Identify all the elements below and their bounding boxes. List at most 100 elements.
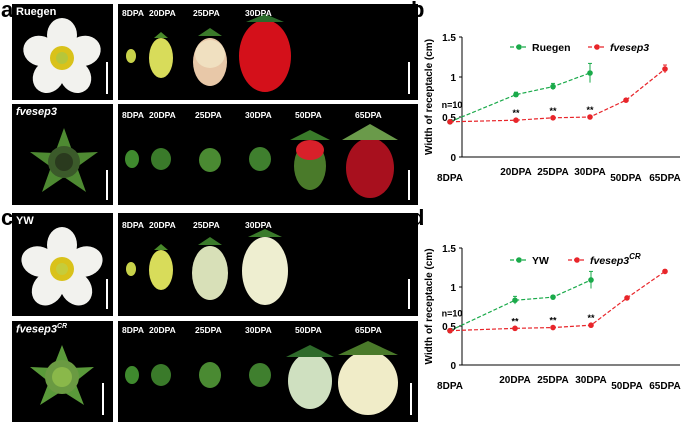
x-tick-label: 65DPA — [649, 381, 681, 392]
stage-label: 20DPA — [149, 110, 176, 120]
y-tick-label: 1.5 — [442, 244, 456, 255]
stage-label: 65DPA — [355, 110, 382, 120]
data-point — [447, 119, 453, 125]
stage-label: 20DPA — [149, 325, 176, 335]
scale-bar — [106, 279, 108, 309]
y-tick-label: 0.5 — [442, 113, 456, 124]
x-tick-label: 20DPA — [500, 167, 532, 178]
data-point — [447, 327, 453, 334]
fvesep3-cr-fruit-series-photo: 8DPA 20DPA 25DPA 30DPA 50DPA 65DPA — [118, 321, 418, 422]
data-point — [550, 115, 556, 121]
data-point — [513, 117, 519, 123]
stage-label: 25DPA — [193, 220, 220, 230]
legend-marker — [594, 44, 600, 50]
y-tick-label: 1 — [450, 73, 456, 84]
data-point — [513, 91, 519, 98]
scale-bar — [102, 383, 104, 415]
series-line — [449, 68, 666, 123]
legend-marker — [516, 44, 522, 50]
ruegen-fruit-series-photo: 8DPA 20DPA 25DPA 30DPA — [118, 4, 418, 100]
x-tick-label: 8DPA — [437, 173, 463, 184]
green-flower-image — [30, 345, 94, 405]
ruegen-label: Ruegen — [16, 6, 57, 18]
scale-bar — [106, 62, 108, 94]
data-point — [512, 297, 518, 304]
chart-b-svg: Width of receptacle (cm) 0 0.5 1 1.5 8DPA 20DP… — [424, 33, 681, 184]
legend-label: fvesep3 — [610, 42, 649, 54]
yw-fruit-series-photo: 8DPA 20DPA 25DPA 30DPA — [118, 213, 418, 316]
stage-label: 25DPA — [193, 8, 220, 18]
legend-label: fvesep3CR — [590, 252, 641, 267]
significance-mark: ** — [586, 105, 594, 115]
data-point — [512, 325, 518, 332]
yw-flower-photo: YW — [12, 213, 113, 316]
legend-label: YW — [532, 255, 549, 267]
series-line — [449, 270, 666, 332]
stage-label: 8DPA — [122, 325, 145, 335]
stage-label: 20DPA — [149, 8, 176, 18]
data-point — [588, 322, 594, 329]
scale-bar — [408, 170, 410, 200]
stage-label: 25DPA — [195, 325, 222, 335]
x-tick-label: 65DPA — [649, 173, 681, 184]
stage-label: 50DPA — [295, 110, 322, 120]
chart-b: Width of receptacle (cm) 0 0.5 1 1.5 8DPA 20DP… — [418, 0, 685, 205]
fvesep3-fruit-images — [125, 124, 398, 198]
stage-label: 8DPA — [122, 110, 145, 120]
stage-label: 30DPA — [245, 325, 272, 335]
stage-label: 20DPA — [149, 220, 176, 230]
white-flower-image — [23, 18, 101, 93]
x-tick-label: 8DPA — [437, 381, 463, 392]
significance-mark: ** — [549, 106, 557, 116]
sample-size-annotation: n=10 — [442, 100, 463, 110]
stage-label: 50DPA — [295, 325, 322, 335]
scale-bar — [408, 279, 410, 309]
fvesep3-cr-fruit-images — [125, 341, 398, 415]
series-line — [449, 279, 592, 332]
data-point — [662, 66, 668, 72]
significance-mark: ** — [587, 313, 595, 323]
stage-label: 30DPA — [245, 220, 272, 230]
yw-label: YW — [16, 215, 34, 227]
x-tick-label: 50DPA — [611, 381, 643, 392]
legend-label: Ruegen — [532, 42, 571, 54]
scale-bar — [106, 170, 108, 200]
scale-bar — [408, 62, 410, 94]
fvesep3-cr-label-main: fvesep3 — [16, 323, 57, 336]
panel-letter-c: c — [1, 205, 14, 230]
data-point — [588, 277, 594, 283]
y-axis-label: Width of receptacle (cm) — [424, 248, 435, 364]
y-axis-label: Width of receptacle (cm) — [424, 39, 435, 155]
x-tick-label: 25DPA — [537, 167, 569, 178]
fvesep3-cr-label-sup: CR — [56, 323, 68, 330]
panel-letter-a: a — [1, 0, 14, 22]
data-point — [587, 70, 593, 76]
legend-label-sup: CR — [629, 252, 641, 261]
y-tick-label: 0 — [450, 153, 456, 164]
significance-mark: ** — [549, 316, 557, 326]
data-point — [662, 268, 668, 275]
legend-marker — [516, 257, 522, 263]
ruegen-flower-photo: Ruegen — [12, 4, 113, 100]
series-line — [449, 72, 591, 123]
data-point — [550, 324, 556, 331]
y-tick-label: 0 — [450, 361, 456, 372]
yw-fruit-images — [126, 229, 288, 305]
fvesep3-label: fvesep3 — [16, 106, 57, 118]
data-point — [624, 295, 630, 301]
stage-label: 30DPA — [245, 8, 272, 18]
ruegen-fruit-images — [126, 14, 291, 92]
chart-d: Width of receptacle (cm) 0 0.5 1 1.5 8DPA 20DP… — [418, 210, 685, 422]
y-tick-label: 0.5 — [442, 322, 456, 333]
chart-d-svg: Width of receptacle (cm) 0 0.5 1 1.5 8DPA 20DP… — [424, 244, 681, 392]
green-flower-image — [30, 128, 98, 192]
x-tick-label: 30DPA — [574, 167, 606, 178]
stage-label: 30DPA — [245, 110, 272, 120]
x-tick-label: 50DPA — [610, 173, 642, 184]
fvesep3-cr-label: fvesep3CR — [16, 323, 67, 336]
stage-label: 8DPA — [122, 8, 145, 18]
y-tick-label: 1 — [450, 283, 456, 294]
fvesep3-cr-flower-photo: fvesep3CR — [12, 321, 113, 422]
stage-label: 65DPA — [355, 325, 382, 335]
fvesep3-fruit-series-photo: 8DPA 20DPA 25DPA 30DPA 50DPA 65DPA — [118, 104, 418, 205]
